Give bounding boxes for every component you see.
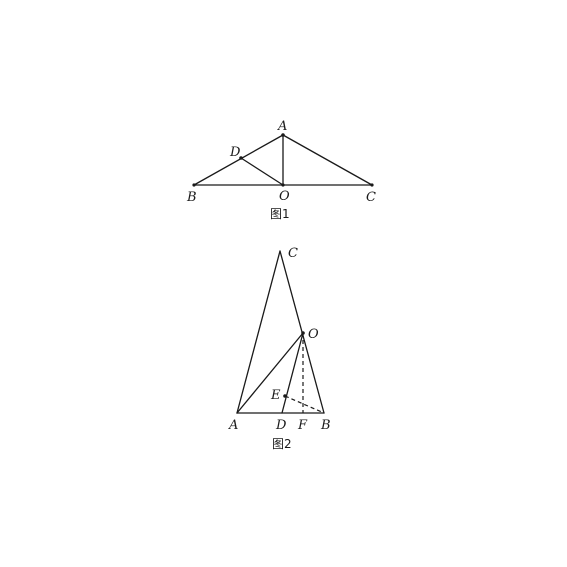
label-O: O [279,189,290,204]
label-A: A [277,119,287,134]
figure-2: C O E A D F B 图2 [228,246,331,451]
figure-1: A D B O C 图1 [186,119,376,221]
segment-DO [240,157,284,186]
segment-AC [236,250,281,414]
label-O: O [308,327,319,342]
label-E: E [270,388,281,403]
segment-EB-dashed [284,395,325,414]
label-D: D [275,418,287,433]
label-C: C [288,246,298,261]
label-C: C [366,190,376,205]
segment-DO [281,332,304,414]
point-E [283,394,287,398]
segment-AC [282,134,373,186]
segment-AO [236,332,304,414]
figure-2-caption: 图2 [272,437,292,451]
label-A: A [228,418,238,433]
point-A [281,133,285,137]
figure-1-caption: 图1 [270,207,290,221]
point-C [370,183,374,187]
point-O [281,183,285,187]
label-B: B [320,418,331,433]
label-B: B [186,190,197,205]
point-O [301,331,305,335]
segment-AB [193,134,284,186]
point-D [239,156,243,160]
label-D: D [229,145,241,160]
label-F: F [297,418,308,433]
point-B [192,183,196,187]
